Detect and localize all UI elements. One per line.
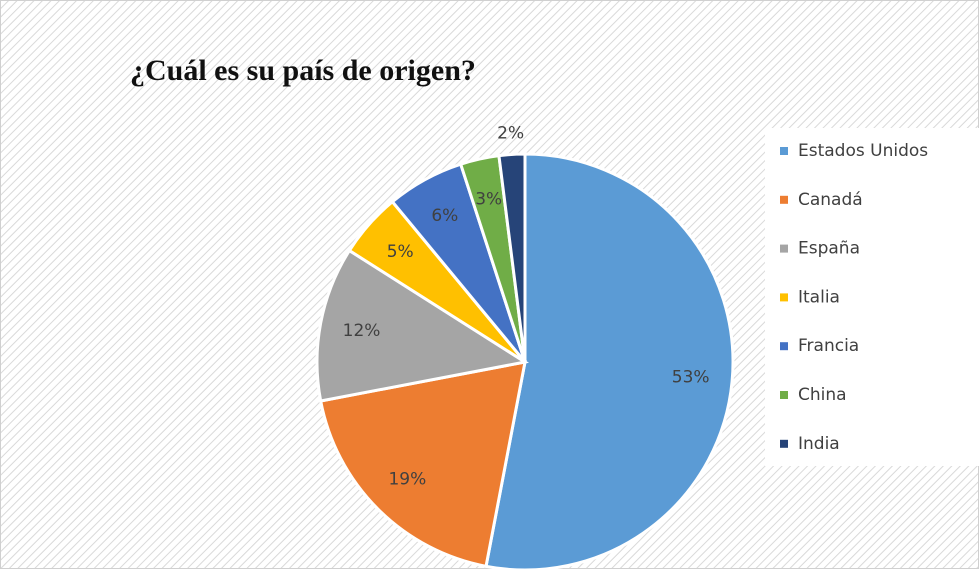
legend-swatch [780,244,788,253]
pie-slice [497,152,527,363]
legend-label: Canadá [798,190,863,210]
data-label: 19% [388,470,426,490]
data-label: 5% [387,242,414,262]
legend-label: Francia [798,336,859,356]
legend-swatch [780,439,788,448]
legend-label: India [798,434,840,454]
legend-swatch [780,293,788,302]
pie-slice [484,152,735,569]
legend-swatch [780,195,788,204]
legend-swatch [780,147,788,155]
data-label: 53% [672,368,710,388]
legend-label: España [798,239,860,259]
pie-slice [315,248,530,403]
legend-box [765,128,979,466]
data-label: 2% [497,124,524,144]
legend-label: China [798,385,847,405]
pie-slice [318,360,527,569]
legend-label: Estados Unidos [798,141,928,161]
legend-label: Italia [798,287,840,307]
legend-swatch [780,391,788,399]
data-label: 6% [431,206,458,226]
data-label: 3% [475,190,502,210]
chart-title: ¿Cuál es su país de origen? [130,54,476,87]
data-label: 12% [343,321,381,341]
legend-swatch [780,342,788,351]
